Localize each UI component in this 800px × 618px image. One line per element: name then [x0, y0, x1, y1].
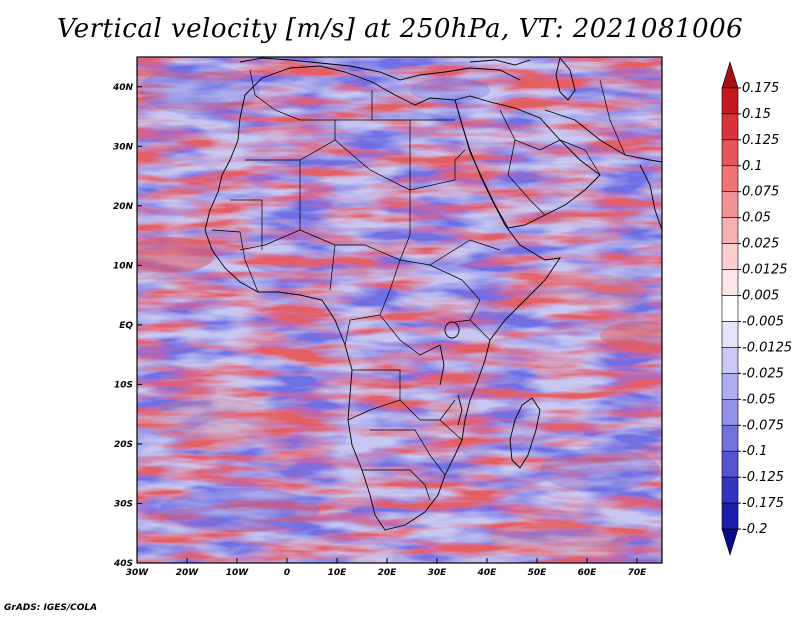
lon-tick-label: 40E — [477, 568, 498, 578]
iran-coastline — [544, 109, 663, 163]
caspian-coast — [555, 57, 576, 101]
lat-tick-label: 10S — [114, 380, 133, 390]
colorbar-label: 0.005 — [742, 289, 779, 304]
lat-tick-label: 10N — [113, 261, 134, 271]
lat-tick-label: 30S — [114, 499, 133, 509]
black-sea-coast — [469, 59, 531, 66]
lon-tick-label: 10W — [226, 568, 250, 578]
madagascar-coastline — [509, 397, 541, 469]
colorbar-swatch — [721, 295, 739, 322]
latitude-axis: 40N 30N 20N 10N EQ 10S 20S 30S 40S — [112, 83, 142, 569]
colorbar-label: 0.025 — [742, 237, 779, 252]
colorbar-swatch — [721, 269, 739, 296]
longitude-axis: 30W 20W 10W 0 10E 20E 30E 40E 50E 60E 70E — [126, 558, 647, 578]
grads-credit: GrADS: IGES/COLA — [4, 603, 98, 613]
lon-tick-label: 10E — [328, 568, 348, 578]
colorbar-label: -0.05 — [742, 392, 776, 407]
colorbar-swatch — [721, 347, 739, 374]
lon-tick-label: 60E — [578, 568, 598, 578]
colorbar-swatch — [721, 528, 739, 557]
colorbar-swatch — [721, 373, 739, 400]
colorbar-label: -0.125 — [742, 470, 784, 485]
colorbar-swatch — [721, 165, 739, 193]
colorbar-label: -0.175 — [742, 496, 784, 511]
lat-tick-label: 30N — [113, 142, 134, 152]
country-borders — [211, 69, 626, 501]
lake-tanganyika — [439, 344, 445, 386]
colorbar-swatch — [721, 476, 739, 504]
colorbar: 0.175 0.15 0.125 0.1 0.075 0.05 0.025 0.0125 0.0… — [721, 60, 792, 557]
velocity-field — [137, 57, 662, 563]
lon-tick-label: 30E — [428, 568, 448, 578]
europe-coastline — [239, 57, 521, 81]
colorbar-swatch — [721, 191, 739, 218]
colorbar-label: -0.005 — [742, 314, 784, 329]
lat-tick-label: 20N — [113, 202, 134, 212]
india-coastline — [639, 164, 663, 231]
colorbar-label: 0.1 — [742, 159, 763, 174]
colorbar-label: 0.0125 — [742, 263, 788, 278]
colorbar-swatch — [721, 321, 739, 348]
lon-tick-label: 50E — [528, 568, 548, 578]
lon-tick-label: 20W — [176, 568, 200, 578]
colorbar-swatch — [721, 450, 739, 478]
colorbar-swatch — [721, 87, 739, 115]
arabia-coastline — [454, 95, 601, 229]
lon-tick-label: 70E — [628, 568, 648, 578]
colorbar-swatch — [721, 113, 739, 141]
colorbar-swatch — [721, 139, 739, 167]
coastlines — [204, 57, 663, 531]
colorbar-swatch — [721, 424, 739, 452]
lake-victoria — [444, 321, 460, 339]
colorbar-label: -0.1 — [742, 444, 767, 459]
lon-tick-label: 0 — [284, 568, 290, 578]
lat-tick-label: 40S — [113, 559, 133, 569]
colorbar-label: -0.0125 — [742, 340, 792, 355]
chart-title: Vertical velocity [m/s] at 250hPa, VT: 2… — [56, 14, 744, 44]
lat-tick-label: 20S — [114, 440, 133, 450]
lon-tick-label: 30W — [126, 568, 150, 578]
lat-tick-label: 40N — [112, 83, 134, 93]
colorbar-swatch — [721, 60, 739, 89]
colorbar-swatch — [721, 502, 739, 530]
colorbar-label: 0.075 — [742, 185, 779, 200]
colorbar-swatch — [721, 399, 739, 426]
colorbar-label: -0.025 — [742, 366, 784, 381]
colorbar-label: -0.2 — [742, 522, 767, 537]
lon-tick-label: 20E — [378, 568, 398, 578]
colorbar-swatch — [721, 243, 739, 270]
colorbar-label: 0.05 — [742, 211, 771, 226]
colorbar-swatch — [721, 217, 739, 244]
colorbar-label: 0.15 — [742, 107, 771, 122]
lake-malawi — [457, 394, 463, 426]
colorbar-label: 0.175 — [742, 81, 779, 96]
plot-frame — [136, 56, 663, 564]
colorbar-label: 0.125 — [742, 133, 779, 148]
colorbar-label: -0.075 — [742, 418, 784, 433]
lat-tick-label: EQ — [119, 321, 133, 331]
